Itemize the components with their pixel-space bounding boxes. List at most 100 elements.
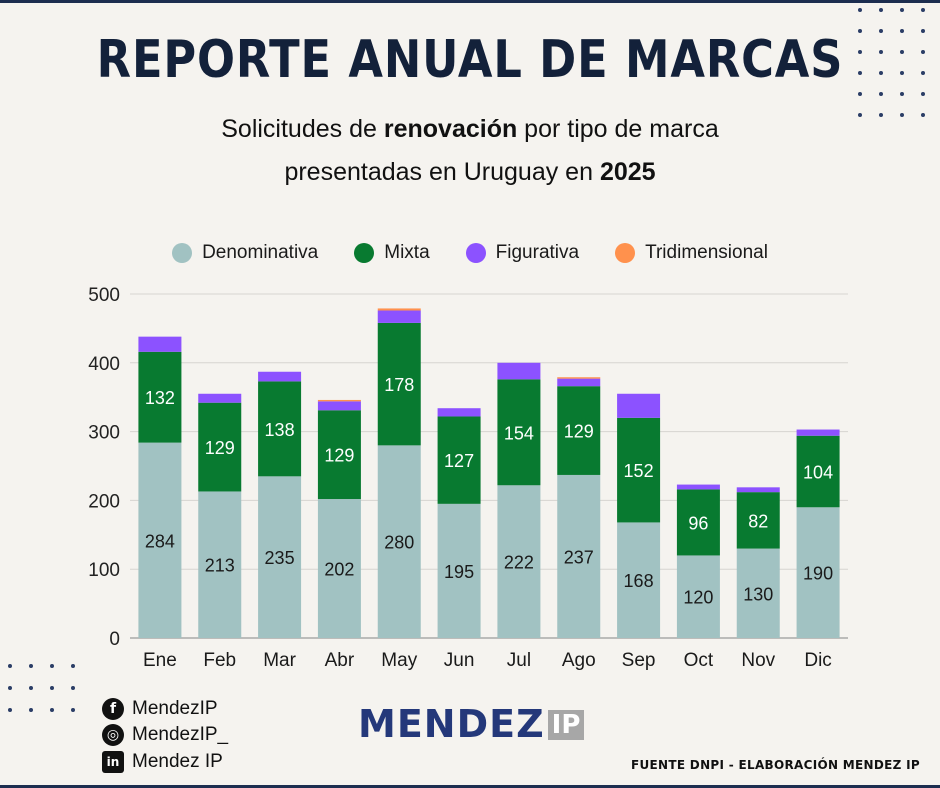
decorative-dot [71, 686, 75, 690]
social-linkedin[interactable]: in Mendez IP [102, 751, 223, 773]
bar-segment-tridimensional [318, 400, 361, 401]
data-label: 104 [803, 463, 833, 483]
bar-segment-figurativa [737, 487, 780, 492]
social-instagram-label: MendezIP_ [132, 724, 228, 746]
x-tick-label: Abr [325, 650, 355, 671]
bar-segment-figurativa [497, 363, 540, 380]
legend-label-tridimensional: Tridimensional [645, 242, 768, 264]
data-label: 195 [444, 562, 474, 582]
data-label: 213 [205, 556, 235, 576]
decorative-dot [879, 92, 883, 96]
decorative-dot [879, 50, 883, 54]
bar-segment-tridimensional [378, 308, 421, 310]
data-label: 130 [743, 584, 773, 604]
logo-text: MENDEZ [358, 702, 545, 746]
x-tick-label: Jun [444, 650, 475, 671]
data-label: 132 [145, 388, 175, 408]
legend-swatch-denominativa [172, 243, 192, 263]
logo-ip-badge: IP [548, 710, 585, 740]
y-tick-label: 100 [88, 560, 120, 581]
data-label: 129 [564, 422, 594, 442]
decorative-dot [879, 29, 883, 33]
data-label: 168 [624, 571, 654, 591]
legend-swatch-figurativa [466, 243, 486, 263]
decorative-dot [50, 708, 54, 712]
legend-label-figurativa: Figurativa [496, 242, 579, 264]
decorative-dot [900, 50, 904, 54]
decorative-dot [879, 113, 883, 117]
data-label: 190 [803, 564, 833, 584]
data-label: 202 [324, 560, 354, 580]
x-tick-label: Ene [143, 650, 177, 671]
bar-segment-figurativa [258, 372, 301, 382]
subtitle-line-2: presentadas en Uruguay en 2025 [0, 158, 940, 187]
decorative-dot [900, 29, 904, 33]
decorative-dot [71, 708, 75, 712]
x-tick-label: Feb [203, 650, 236, 671]
source-note: FUENTE DNPI - ELABORACIÓN MENDEZ IP [631, 758, 920, 772]
x-tick-label: Ago [562, 650, 596, 671]
data-label: 82 [748, 511, 768, 531]
legend-label-mixta: Mixta [384, 242, 429, 264]
legend-item-denominativa: Denominativa [172, 242, 318, 264]
decorative-dot [921, 50, 925, 54]
chart-legend: Denominativa Mixta Figurativa Tridimensi… [0, 242, 940, 264]
x-tick-label: Sep [622, 650, 656, 671]
bar-segment-figurativa [378, 311, 421, 323]
social-linkedin-label: Mendez IP [132, 751, 223, 773]
decorative-dot [879, 71, 883, 75]
x-tick-label: Mar [263, 650, 296, 671]
data-label: 152 [624, 461, 654, 481]
bar-segment-figurativa [198, 394, 241, 403]
stacked-bar-chart: 0 100 200 300 400 500 284 132 Ene 213 129 Feb 235 138… [0, 280, 940, 680]
facebook-icon: f [102, 698, 124, 720]
instagram-icon: ◎ [102, 724, 124, 746]
y-tick-label: 0 [109, 629, 120, 650]
y-tick-label: 200 [88, 491, 120, 512]
y-tick-label: 300 [88, 423, 120, 444]
legend-item-figurativa: Figurativa [466, 242, 579, 264]
page-title: REPORTE ANUAL DE MARCAS [66, 30, 874, 90]
decorative-dot [900, 71, 904, 75]
decorative-dot [921, 71, 925, 75]
decorative-dot [858, 71, 862, 75]
decorative-dot [29, 686, 33, 690]
y-tick-label: 400 [88, 354, 120, 375]
data-label: 129 [205, 438, 235, 458]
decorative-dot [879, 8, 883, 12]
data-label: 154 [504, 423, 534, 443]
bar-segment-figurativa [797, 430, 840, 436]
data-label: 178 [384, 375, 414, 395]
x-tick-label: Jul [507, 650, 531, 671]
x-tick-label: Oct [684, 650, 714, 671]
legend-swatch-mixta [354, 243, 374, 263]
y-tick-label: 500 [88, 285, 120, 306]
social-facebook[interactable]: f MendezIP [102, 698, 218, 720]
legend-swatch-tridimensional [615, 243, 635, 263]
decorative-dot [858, 92, 862, 96]
decorative-dot [900, 113, 904, 117]
bar-segment-figurativa [438, 408, 481, 416]
decorative-dot [921, 8, 925, 12]
data-label: 138 [265, 420, 295, 440]
data-label: 284 [145, 531, 175, 551]
legend-label-denominativa: Denominativa [202, 242, 318, 264]
data-label: 235 [265, 548, 295, 568]
social-facebook-label: MendezIP [132, 698, 218, 720]
data-label: 96 [688, 513, 708, 533]
decorative-dot [900, 92, 904, 96]
decorative-dot [29, 708, 33, 712]
social-instagram[interactable]: ◎ MendezIP_ [102, 724, 228, 746]
decorative-dot-grid-top-right [858, 8, 938, 128]
subtitle-line-1: Solicitudes de renovación por tipo de ma… [0, 115, 940, 144]
data-label: 222 [504, 553, 534, 573]
decorative-dot [921, 92, 925, 96]
data-label: 120 [683, 588, 713, 608]
decorative-dot [858, 8, 862, 12]
x-tick-label: Nov [741, 650, 775, 671]
mendez-ip-logo: MENDEZ IP [358, 702, 584, 746]
decorative-dot [8, 686, 12, 690]
bar-segment-figurativa [617, 394, 660, 418]
data-label: 129 [324, 446, 354, 466]
data-label: 127 [444, 451, 474, 471]
